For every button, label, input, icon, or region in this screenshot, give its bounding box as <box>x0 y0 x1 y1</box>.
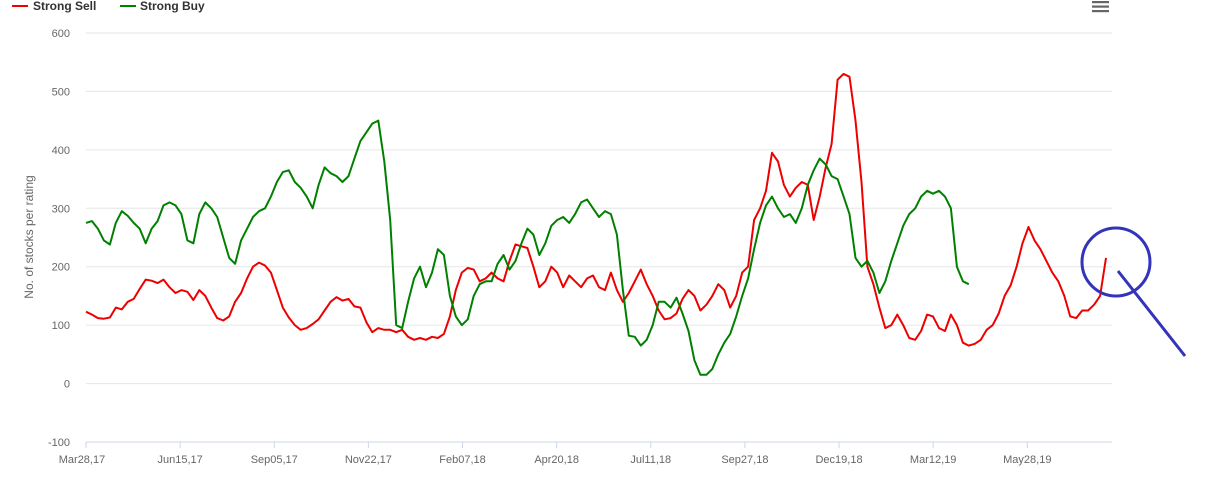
y-axis-ticks: 600 500 400 300 200 100 0 -100 <box>48 28 70 449</box>
y-tick-label: 100 <box>52 320 70 332</box>
x-tick-label: Feb07,18 <box>439 454 485 466</box>
x-axis-ticks: Mar28,17 Jun15,17 Sep05,17 Nov22,17 Feb07,18… <box>59 442 1051 466</box>
gridlines <box>86 32 1112 385</box>
magnifier-circle <box>1080 226 1152 298</box>
y-tick-label: 0 <box>64 379 70 391</box>
magnifier-annotation <box>1080 226 1187 357</box>
y-tick-label: 400 <box>52 145 70 157</box>
x-tick-label: Mar28,17 <box>59 454 105 466</box>
x-tick-label: Nov22,17 <box>345 454 392 466</box>
x-tick-label: Jul11,18 <box>630 454 671 466</box>
y-axis-title: No. of stocks per rating <box>22 175 36 298</box>
y-tick-label: 300 <box>52 203 70 215</box>
x-tick-label: Jun15,17 <box>157 454 202 466</box>
series-line-strong-buy[interactable] <box>85 119 970 376</box>
x-tick-label: Mar12,19 <box>910 454 956 466</box>
y-tick-label: 200 <box>52 262 70 274</box>
x-tick-label: Apr20,18 <box>534 454 579 466</box>
x-tick-label: Dec19,18 <box>815 454 862 466</box>
y-tick-label: -100 <box>48 437 70 449</box>
series <box>85 72 1107 376</box>
legend[interactable]: Strong Sell Strong Buy <box>12 0 205 13</box>
legend-label-strong-buy[interactable]: Strong Buy <box>140 0 205 13</box>
x-tick-label: Sep05,17 <box>251 454 298 466</box>
y-tick-label: 500 <box>52 86 70 98</box>
series-line-strong-sell[interactable] <box>85 72 1107 347</box>
hamburger-menu-icon[interactable] <box>1092 1 1109 13</box>
legend-label-strong-sell[interactable]: Strong Sell <box>33 0 96 13</box>
magnifier-handle <box>1116 270 1187 357</box>
x-tick-label: May28,19 <box>1003 454 1051 466</box>
y-tick-label: 600 <box>52 28 70 40</box>
x-tick-label: Sep27,18 <box>721 454 768 466</box>
